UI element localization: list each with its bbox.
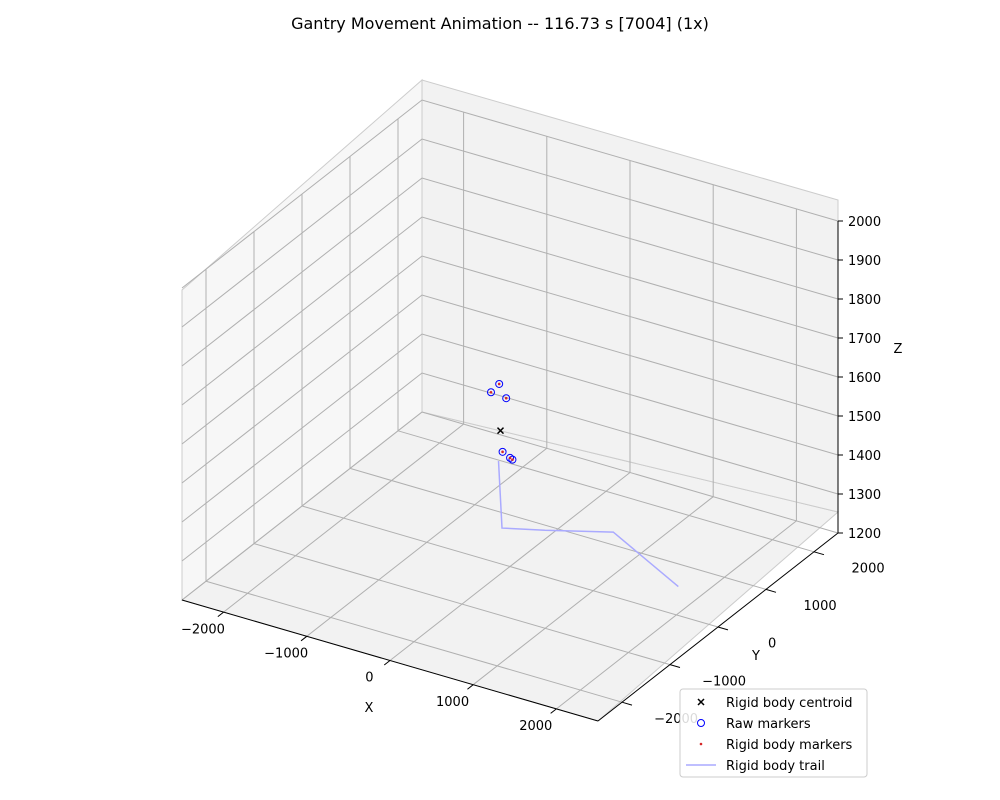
rigid-body-markers-point [508, 456, 512, 460]
y-axis-label: Y [751, 649, 760, 664]
rigid-body-centroid-point [496, 427, 505, 435]
raw-markers-point [502, 394, 511, 403]
legend-box [679, 688, 868, 778]
x-axis-label: X [365, 701, 374, 716]
x-tick-mark [383, 660, 391, 666]
legend-entry: Raw markers [726, 717, 811, 732]
legend-entry: Rigid body markers [726, 738, 853, 753]
x-tick-label: −1000 [264, 646, 308, 661]
x-tick-label: 0 [365, 671, 373, 686]
z-tick-label: 1300 [848, 488, 881, 503]
rigid-body-trail-line [497, 460, 679, 588]
z-tick-label: 1900 [848, 254, 881, 269]
z-tick-label: 1700 [848, 332, 881, 347]
z-grid-line [181, 372, 839, 562]
z-axis-label: Z [894, 342, 903, 357]
z-grid-line [181, 333, 839, 523]
y-tick-label: 0 [768, 637, 776, 652]
legend-swatch [697, 719, 705, 727]
raw-markers-point [506, 453, 515, 462]
legend-swatch [699, 742, 703, 746]
z-tick-label: 1500 [848, 410, 881, 425]
rigid-body-markers-point [501, 450, 504, 454]
raw-markers-point [508, 455, 517, 464]
x-tick-label: 2000 [519, 719, 552, 734]
legend-swatch [697, 698, 705, 706]
legend-entry: Rigid body trail [726, 759, 825, 774]
axis-lines [181, 220, 843, 722]
y-tick-label: −1000 [702, 674, 746, 689]
y-tick-mark [813, 551, 825, 556]
raw-markers-point [495, 379, 504, 388]
x-tick-mark [550, 708, 557, 714]
data-marks [486, 379, 679, 588]
y-tick-label: 2000 [852, 562, 885, 577]
y-tick-mark [621, 701, 633, 706]
z-grid-line [181, 255, 839, 445]
x-tick-label: −2000 [181, 622, 225, 637]
raw-markers-point [486, 388, 495, 397]
chart-title: Gantry Movement Animation -- 116.73 s [7… [291, 14, 709, 33]
z-grid-line [181, 99, 839, 289]
z-tick-label: 1600 [848, 371, 881, 386]
raw-markers-point [498, 447, 507, 456]
z-grid-line [181, 411, 839, 601]
x-axis-line [181, 599, 599, 722]
rigid-body-markers-point [504, 396, 508, 400]
legend: Rigid body centroid Raw markers Rigid body… [679, 688, 868, 778]
y-tick-mark [717, 626, 729, 631]
rigid-body-markers-point [511, 458, 514, 461]
x-tick-mark [217, 611, 224, 618]
y-tick-mark [765, 588, 777, 593]
z-grid-line [181, 294, 839, 484]
legend-entry: Rigid body centroid [726, 696, 853, 711]
x-tick-mark [467, 684, 474, 690]
y-tick-label: 1000 [804, 599, 837, 614]
y-tick-mark [669, 664, 681, 668]
z-grid-line [181, 177, 839, 367]
z-tick-label: 1200 [848, 527, 881, 542]
x-tick-mark [300, 635, 308, 642]
y-axis-line [597, 532, 839, 722]
z-grid-line [181, 216, 839, 406]
z-tick-label: 1800 [848, 293, 881, 308]
z-tick-label: 1400 [848, 449, 881, 464]
z-grid-line [181, 138, 839, 328]
z-tick-label: 2000 [848, 215, 881, 230]
rigid-body-markers-point [497, 382, 501, 386]
grid-lines [181, 99, 839, 710]
rigid-body-markers-point [489, 390, 493, 394]
x-tick-label: 1000 [436, 695, 469, 710]
